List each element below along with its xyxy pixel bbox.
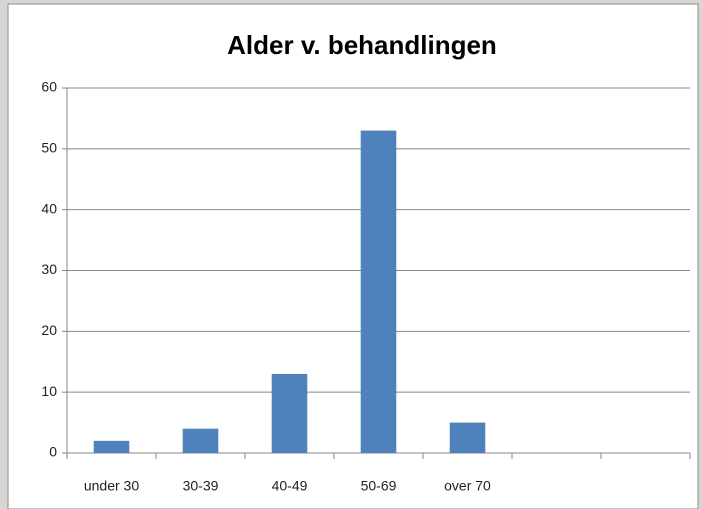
bar <box>271 373 308 453</box>
x-tick-label: 50-69 <box>361 478 397 494</box>
bar <box>449 422 486 453</box>
x-tick-label: 30-39 <box>183 478 219 494</box>
y-tick-label: 30 <box>41 261 57 277</box>
x-tick-label: 40-49 <box>272 478 308 494</box>
x-tick-label: over 70 <box>444 478 491 494</box>
x-tick-label: under 30 <box>84 478 139 494</box>
chart-title: Alder v. behandlingen <box>227 30 497 60</box>
y-tick-label: 0 <box>49 444 57 460</box>
y-tick-label: 50 <box>41 140 57 156</box>
y-tick-label: 60 <box>41 79 57 95</box>
bar <box>93 440 130 453</box>
chart-area <box>7 3 699 509</box>
y-tick-label: 20 <box>41 322 57 338</box>
bar <box>360 130 397 454</box>
y-tick-label: 40 <box>41 200 57 216</box>
bar <box>182 428 219 453</box>
y-tick-label: 10 <box>41 383 57 399</box>
